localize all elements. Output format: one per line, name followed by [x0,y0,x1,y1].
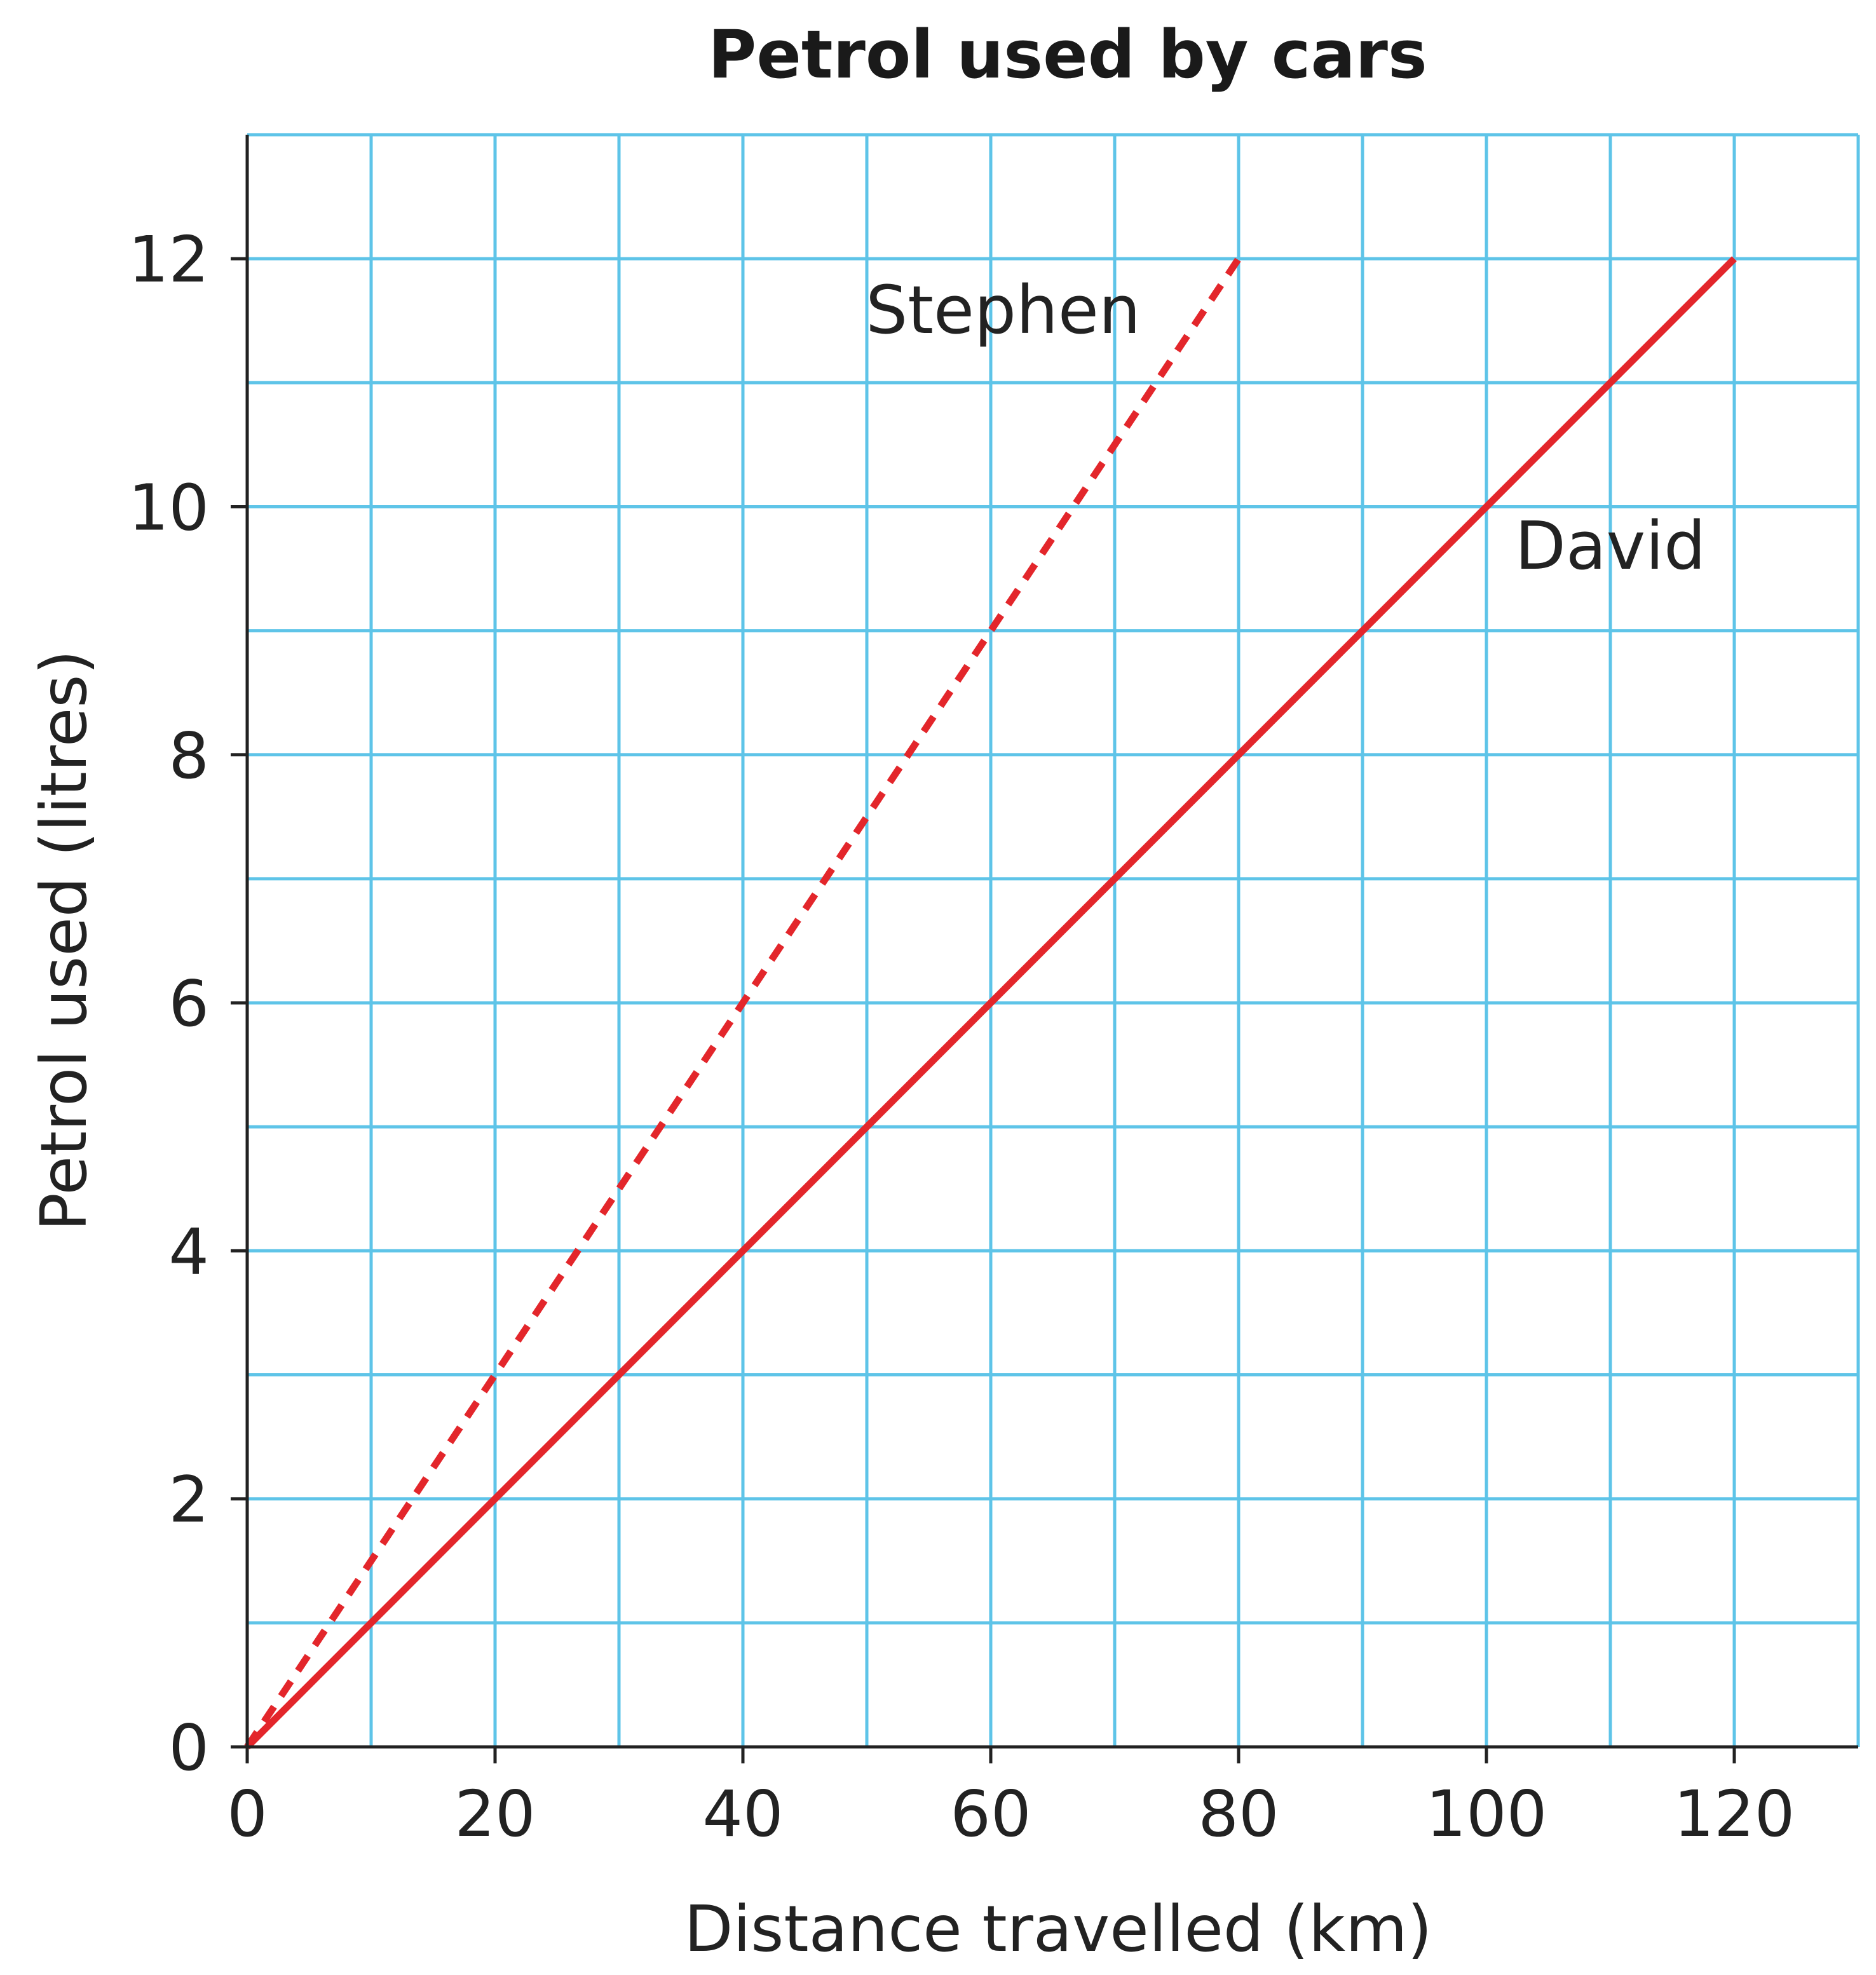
grid-lines [247,133,1860,1747]
series-line-david [245,256,1737,1749]
x-tick-label: 100 [1426,1777,1547,1851]
y-tick-label: 4 [168,1214,209,1289]
y-tick-label: 10 [128,470,209,545]
x-tick-label: 0 [227,1777,268,1851]
series-layer: Stephen David [244,256,1737,1749]
series-label-stephen: Stephen [866,271,1141,349]
y-tick-label: 2 [168,1463,209,1537]
x-axis-label: Distance travelled (km) [684,1892,1432,1966]
y-tick-label: 12 [128,222,209,297]
tick-labels: 0 20 40 60 80 100 120 0 2 4 6 8 10 12 [128,222,1795,1851]
series-label-david: David [1515,507,1706,585]
x-tick-label: 60 [950,1777,1031,1851]
y-tick-label: 0 [168,1711,209,1785]
y-tick-label: 8 [168,719,209,793]
y-axis-label: Petrol used (litres) [27,650,101,1232]
y-tick-label: 6 [168,967,209,1041]
chart-title: Petrol used by cars [708,16,1427,93]
x-tick-label: 80 [1198,1777,1279,1851]
x-tick-label: 40 [702,1777,783,1851]
x-tick-label: 20 [454,1777,535,1851]
x-tick-label: 120 [1674,1777,1795,1851]
series-line-stephen [244,257,1242,1749]
axes [231,135,1858,1763]
